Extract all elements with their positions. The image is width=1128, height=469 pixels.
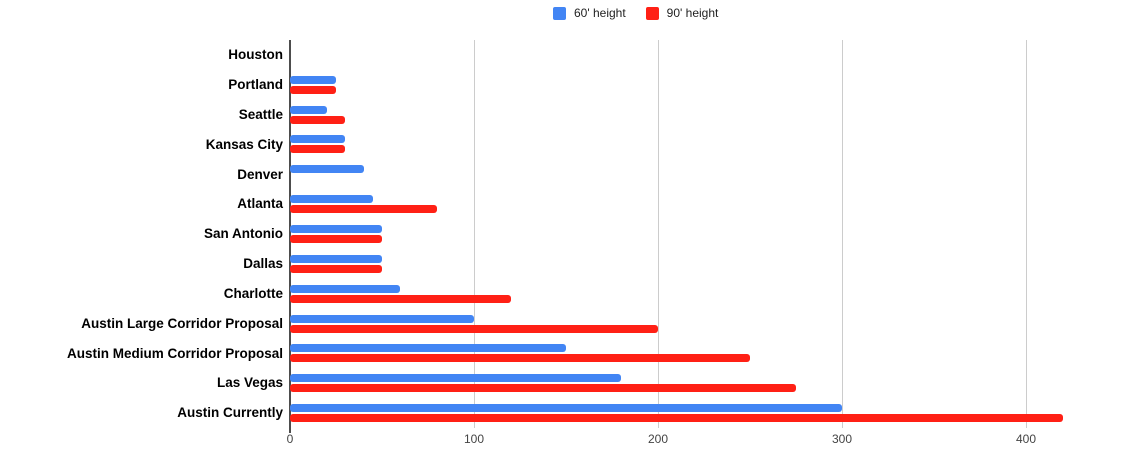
bar-60-height [290, 75, 336, 84]
bar-group [290, 368, 796, 398]
bar-90-height [290, 384, 796, 393]
bar-90-height [290, 264, 382, 273]
gridline [658, 40, 659, 428]
chart-row: Austin Currently [0, 398, 1128, 428]
category-label: Portland [228, 77, 283, 93]
bar-90-height [290, 234, 382, 243]
category-label: Seattle [238, 106, 283, 122]
bar-group [290, 130, 346, 160]
legend-label: 90' height [666, 6, 719, 20]
bar-group [290, 159, 364, 189]
bar-group [290, 338, 750, 368]
gridline [1026, 40, 1027, 428]
bar-group [290, 189, 438, 219]
category-label: San Antonio [204, 226, 283, 242]
chart-row: Dallas [0, 249, 1128, 279]
legend-swatch-60-height [553, 6, 566, 20]
x-tick-label: 100 [463, 432, 485, 446]
chart-row: San Antonio [0, 219, 1128, 249]
bar-group [290, 100, 346, 130]
legend-item-60-height: 60' height [553, 6, 626, 20]
bar-90-height [290, 145, 346, 154]
bar-group [290, 398, 1063, 428]
category-label: Denver [237, 166, 283, 182]
category-label: Austin Large Corridor Proposal [81, 315, 283, 331]
bar-90-height [290, 294, 511, 303]
category-label: Houston [228, 47, 283, 63]
bar-90-height [290, 414, 1063, 423]
category-label: Kansas City [205, 136, 283, 152]
x-tick-label: 400 [1015, 432, 1037, 446]
gridline [842, 40, 843, 428]
bar-60-height [290, 105, 327, 114]
category-label: Charlotte [223, 285, 283, 301]
chart-row: Denver [0, 159, 1128, 189]
chart-row: Las Vegas [0, 368, 1128, 398]
bar-60-height [290, 224, 382, 233]
legend-swatch-90-height [645, 6, 659, 20]
chart-row: Kansas City [0, 130, 1128, 160]
bar-group [290, 70, 336, 100]
chart-row: Seattle [0, 100, 1128, 130]
x-tick-label: 0 [286, 432, 294, 446]
category-label: Austin Medium Corridor Proposal [66, 345, 283, 361]
bar-group [290, 249, 382, 279]
chart-row: Houston [0, 40, 1128, 70]
bar-group [290, 219, 382, 249]
bar-60-height [290, 344, 566, 353]
bar-90-height [290, 115, 346, 124]
bar-group [290, 309, 658, 339]
bar-60-height [290, 195, 373, 204]
bar-60-height [290, 374, 622, 383]
chart-row: Austin Medium Corridor Proposal [0, 338, 1128, 368]
bar-90-height [290, 324, 658, 333]
chart-row: Charlotte [0, 279, 1128, 309]
bar-group [290, 279, 511, 309]
bar-90-height [290, 354, 750, 363]
legend-item-90-height: 90' height [645, 6, 719, 20]
bar-60-height [290, 254, 382, 263]
chart-rows: Houston Portland Seattle Kansas City Denver A… [0, 40, 1128, 428]
category-label: Atlanta [237, 196, 283, 212]
gridline [474, 40, 475, 428]
category-label: Dallas [243, 256, 283, 272]
chart-row: Portland [0, 70, 1128, 100]
x-tick-label: 200 [647, 432, 669, 446]
bar-60-height [290, 165, 364, 174]
bar-60-height [290, 135, 346, 144]
bar-60-height [290, 284, 401, 293]
chart-row: Austin Large Corridor Proposal [0, 309, 1128, 339]
x-tick-label: 300 [831, 432, 853, 446]
chart-row: Atlanta [0, 189, 1128, 219]
category-label: Austin Currently [177, 405, 283, 421]
category-label: Las Vegas [216, 375, 283, 391]
chart-legend: 60' height 90' height [553, 6, 718, 20]
bar-60-height [290, 314, 474, 323]
legend-label: 60' height [574, 6, 626, 20]
bar-90-height [290, 85, 336, 94]
bar-90-height [290, 205, 438, 214]
bar-60-height [290, 404, 842, 413]
